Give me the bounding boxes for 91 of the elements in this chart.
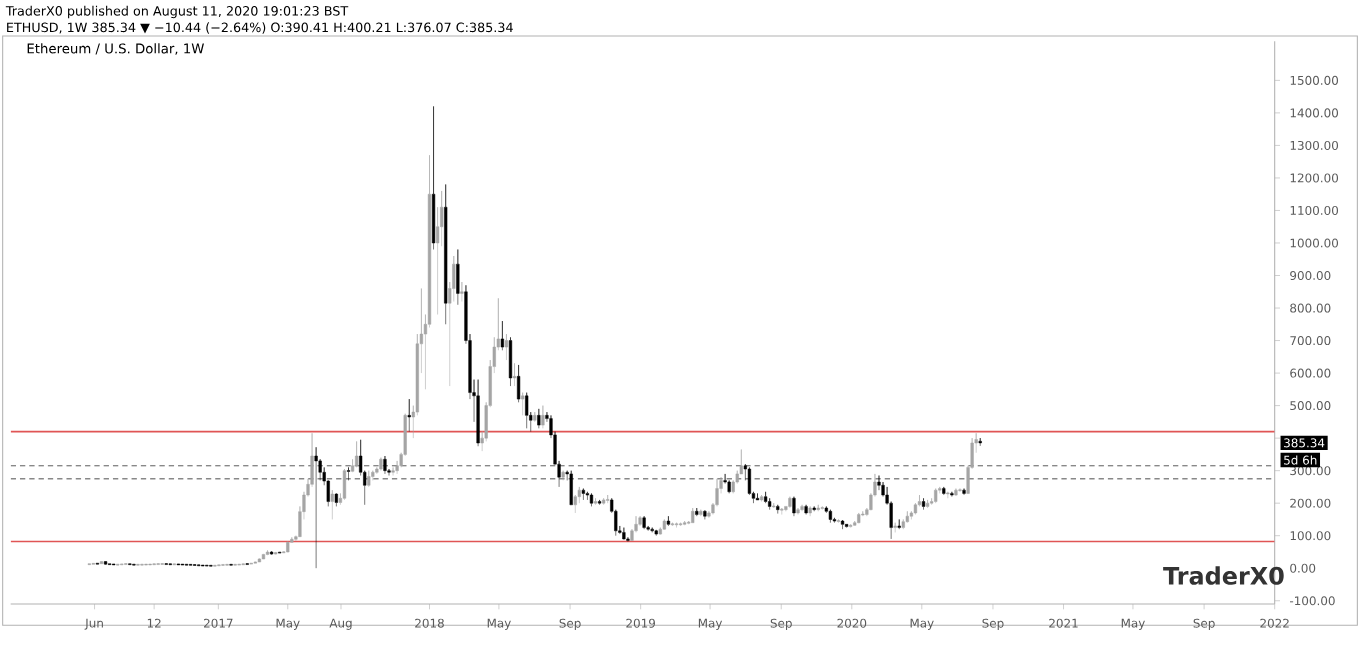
candlestick <box>638 515 642 527</box>
candlestick <box>913 502 918 515</box>
candlestick <box>371 470 375 481</box>
candlestick <box>508 337 513 387</box>
candlestick <box>808 506 812 517</box>
candlestick <box>921 498 926 510</box>
candlestick <box>654 529 658 536</box>
candlestick <box>456 249 460 306</box>
candlestick <box>877 475 881 491</box>
annotation: TraderX0 <box>1163 566 1284 585</box>
candlestick <box>346 467 351 481</box>
candlestick <box>569 470 573 506</box>
candlestick <box>759 494 764 502</box>
candlestick <box>286 541 290 553</box>
candlestick <box>355 441 359 468</box>
candlestick <box>727 480 731 494</box>
candlestick <box>622 527 626 540</box>
candlestick <box>768 498 772 510</box>
candlestick <box>804 504 808 515</box>
candlestick <box>674 522 679 528</box>
candlestick <box>573 494 577 514</box>
candlestick <box>666 515 671 527</box>
candlestick <box>861 511 865 517</box>
candlestick <box>764 491 768 504</box>
candlestick <box>541 405 545 429</box>
candlestick <box>460 281 464 302</box>
candlestick <box>662 519 666 531</box>
candlestick <box>828 509 832 523</box>
candlestick <box>796 507 800 515</box>
candlestick <box>942 486 946 496</box>
candlestick <box>857 512 861 524</box>
candlestick <box>832 517 837 523</box>
candlestick <box>606 494 610 504</box>
candlestick <box>537 408 541 429</box>
candlestick <box>642 515 646 530</box>
candlestick <box>772 502 776 509</box>
candlestick <box>816 504 820 512</box>
candlestick <box>561 470 565 481</box>
candlestick <box>893 522 897 533</box>
candlestick <box>954 488 958 497</box>
candlestick <box>800 504 804 512</box>
candlestick <box>881 481 885 497</box>
candlestick <box>103 560 108 566</box>
candlestick <box>521 392 525 416</box>
candlestick <box>314 446 318 569</box>
candlestick <box>265 550 270 556</box>
candlestick <box>699 509 703 517</box>
candlestick <box>715 478 719 507</box>
candlestick <box>788 496 792 509</box>
candlestick <box>533 411 537 423</box>
candlestick <box>658 527 662 535</box>
candlestick <box>905 511 909 523</box>
candlestick <box>683 520 687 526</box>
candlestick <box>342 468 347 501</box>
candlestick <box>500 320 504 351</box>
candlestick <box>261 553 266 560</box>
candlestick <box>934 488 938 504</box>
candlestick <box>512 363 517 387</box>
candlestick <box>755 493 760 501</box>
candlestick <box>634 515 638 533</box>
candlestick <box>901 519 905 530</box>
candlestick <box>917 494 922 507</box>
candlestick <box>909 511 913 520</box>
candlestick <box>516 364 521 403</box>
candlestick <box>330 489 334 520</box>
candlestick <box>707 511 711 519</box>
candlestick <box>593 498 598 506</box>
candlestick <box>962 488 966 496</box>
candlestick <box>946 491 950 499</box>
candlestick <box>444 184 448 325</box>
candlestick <box>334 493 338 507</box>
candlestick <box>407 398 411 432</box>
candlestick <box>504 333 509 361</box>
candlestick <box>383 455 387 475</box>
candlestick <box>589 493 594 507</box>
candlestick <box>367 470 371 488</box>
candlestick <box>747 467 752 496</box>
candlestick <box>602 498 606 506</box>
candlestick <box>395 460 399 475</box>
candlestick <box>379 457 383 471</box>
candlestick <box>391 467 395 476</box>
candlestick <box>792 496 796 517</box>
candlestick <box>581 488 585 501</box>
candlestick <box>476 379 480 447</box>
candlestick <box>703 510 707 520</box>
candlestick <box>925 499 930 509</box>
candlestick <box>691 507 695 523</box>
candlestick <box>853 520 857 527</box>
candlestick <box>780 507 784 515</box>
candlestick <box>431 106 436 250</box>
candlestick <box>525 392 529 429</box>
